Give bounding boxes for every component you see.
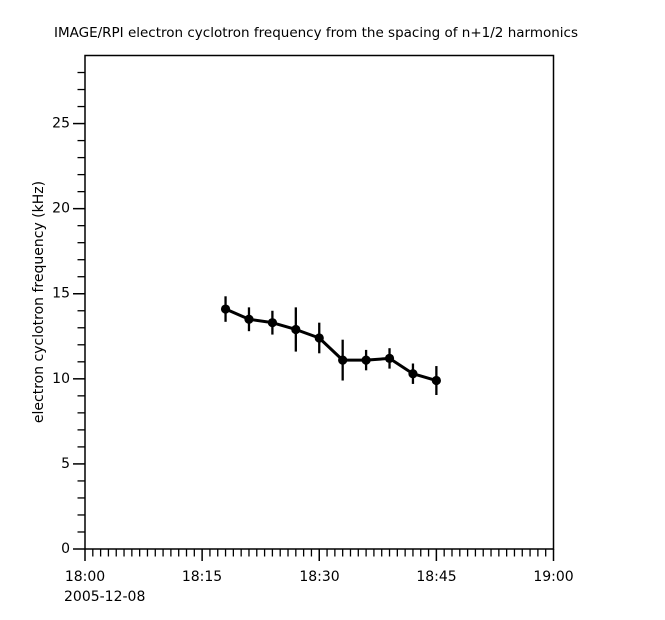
y-axis-label: electron cyclotron frequency (kHz)	[31, 181, 47, 423]
y-tick-label-10: 10	[52, 371, 70, 387]
x-tick-label-1845: 18:45	[416, 569, 456, 585]
chart-geometry	[73, 54, 555, 561]
x-tick-label-1800: 18:00	[65, 569, 105, 585]
data-point-marker	[291, 324, 301, 335]
data-point-marker	[408, 369, 418, 379]
y-tick-label-5: 5	[61, 456, 70, 472]
data-point-marker	[314, 333, 324, 343]
x-tick-label-1815: 18:15	[182, 569, 222, 585]
data-point-marker	[220, 304, 231, 314]
y-tick-label-25: 25	[52, 116, 70, 132]
y-tick-label-0: 0	[61, 541, 70, 557]
data-point-marker	[338, 355, 348, 365]
y-tick-label-20: 20	[52, 201, 70, 217]
plot-frame	[84, 54, 555, 550]
x-tick-label-1830: 18:30	[299, 569, 339, 585]
data-point-marker	[361, 355, 371, 365]
data-point-marker	[267, 318, 277, 328]
series-line	[224, 307, 438, 383]
data-point-marker	[384, 353, 395, 364]
chart-title: IMAGE/RPI electron cyclotron frequency f…	[54, 25, 578, 41]
data-point-marker	[431, 375, 441, 386]
date-label: 2005-12-08	[64, 589, 145, 605]
x-tick-label-1900: 19:00	[533, 569, 573, 585]
data-point-marker	[244, 314, 254, 324]
y-tick-label-15: 15	[52, 286, 70, 302]
